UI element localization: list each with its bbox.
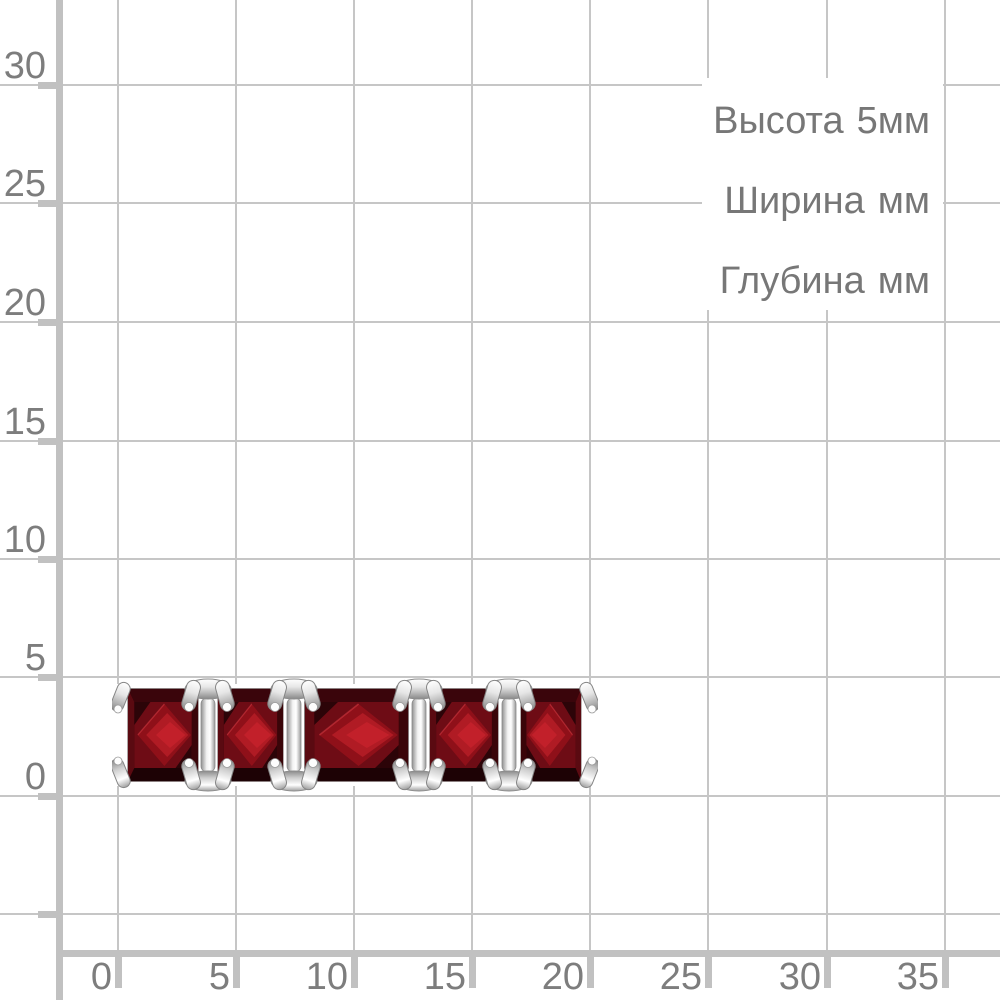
- grid-line-vertical: [707, 0, 709, 950]
- bottom-ruler-tick: [351, 950, 358, 988]
- y-axis-label: 30: [3, 45, 46, 87]
- grid-line-horizontal: [0, 440, 1000, 442]
- grid-line-horizontal: [0, 321, 1000, 323]
- left-ruler-tick: [38, 911, 63, 918]
- grid-line-horizontal: [0, 676, 1000, 678]
- x-axis-label: 10: [305, 956, 348, 998]
- metal-post: [411, 697, 427, 773]
- dimension-annotation-box: [702, 78, 943, 310]
- dimension-height: Высота 5мм: [713, 97, 930, 145]
- grid-line-vertical: [471, 0, 473, 950]
- dimension-height-value: 5мм: [856, 100, 930, 142]
- grid-line-vertical: [944, 0, 946, 950]
- y-axis-label: 5: [24, 637, 46, 679]
- grid-line-vertical: [353, 0, 355, 950]
- dimension-depth-value: мм: [877, 260, 930, 302]
- x-axis-label: 35: [896, 956, 939, 998]
- y-axis-label: 0: [24, 756, 46, 798]
- grid-line-horizontal: [0, 795, 1000, 797]
- left-ruler-tick: [38, 200, 63, 207]
- y-axis-label: 15: [3, 401, 46, 443]
- x-axis-label: 0: [90, 956, 112, 998]
- x-axis-label: 25: [659, 956, 702, 998]
- bottom-ruler-line: [56, 950, 1000, 957]
- grid-line-vertical: [826, 0, 828, 950]
- grid-line-horizontal: [0, 558, 1000, 560]
- dimension-depth: Глубина мм: [720, 257, 930, 305]
- left-ruler-tick: [38, 556, 63, 563]
- metal-post: [200, 697, 216, 773]
- grid-line-horizontal: [0, 84, 1000, 86]
- bottom-ruler-tick: [469, 950, 476, 988]
- x-axis-label: 5: [208, 956, 230, 998]
- dimension-width-label: Ширина: [724, 180, 865, 222]
- left-ruler-line: [56, 0, 63, 1000]
- dimension-width-value: мм: [877, 180, 930, 222]
- dimension-height-label: Высота: [713, 100, 844, 142]
- grid-line-vertical: [117, 0, 119, 950]
- bottom-ruler-tick: [587, 950, 594, 988]
- grid-line-horizontal: [0, 913, 1000, 915]
- left-ruler-tick: [38, 438, 63, 445]
- grid-line-vertical: [235, 0, 237, 950]
- ring-photo: [112, 678, 598, 792]
- bottom-ruler-tick: [115, 950, 122, 988]
- left-ruler-tick: [38, 793, 63, 800]
- x-axis-label: 30: [778, 956, 821, 998]
- bottom-ruler-tick: [942, 950, 949, 988]
- grid-line-vertical: [589, 0, 591, 950]
- grid-line-horizontal: [0, 202, 1000, 204]
- dimension-width: Ширина мм: [724, 177, 930, 225]
- x-axis-label: 20: [541, 956, 584, 998]
- left-ruler-tick: [38, 82, 63, 89]
- metal-post: [501, 697, 517, 773]
- x-axis-label: 15: [423, 956, 466, 998]
- bottom-ruler-tick: [824, 950, 831, 988]
- y-axis-label: 25: [3, 163, 46, 205]
- prong-claw-right-end: [579, 681, 598, 789]
- y-axis-label: 20: [3, 282, 46, 324]
- dimension-depth-label: Глубина: [719, 260, 865, 302]
- left-ruler-tick: [38, 319, 63, 326]
- prong-claw-left-end: [112, 681, 131, 789]
- bottom-ruler-tick: [705, 950, 712, 988]
- bottom-ruler-tick: [233, 950, 240, 988]
- metal-post: [286, 697, 302, 773]
- y-axis-label: 10: [3, 519, 46, 561]
- left-ruler-tick: [38, 674, 63, 681]
